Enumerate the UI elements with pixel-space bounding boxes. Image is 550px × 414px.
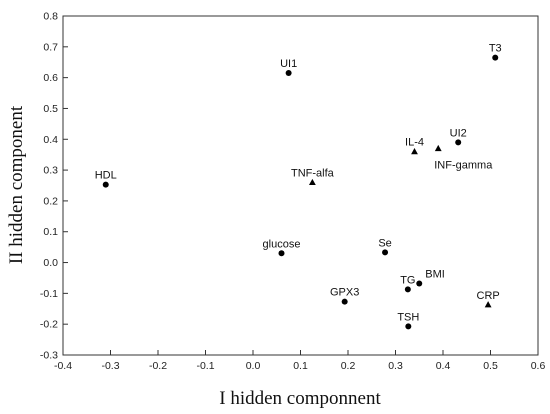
y-tick-label: 0.0 [43,257,58,269]
x-tick-label: 0.3 [388,360,403,372]
point-marker-tsh [405,323,412,330]
point-marker-ui1 [285,70,292,77]
point-label-gpx3: GPX3 [330,287,359,299]
point-marker-tnf-alfa [308,178,316,186]
y-tick-label: -0.3 [40,350,58,362]
x-tick-label: 0.5 [483,360,498,372]
y-tick-label: 0.4 [43,134,58,146]
x-axis-label: I hidden componnent [219,388,381,409]
point-label-il-4: IL-4 [405,137,424,149]
y-axis-ticks: -0.3 -0.2 -0.1 0.0 0.1 0.2 0.3 0.4 0.5 0.6 0.7 0.8 [40,11,68,362]
point-marker-ui2 [455,139,462,146]
point-marker-tg [404,286,411,293]
x-tick-label: 0.1 [293,360,308,372]
x-axis-ticks: -0.4 -0.3 -0.2 -0.1 0.0 0.1 0.2 0.3 0.4 0.5 0.6 [54,350,545,372]
point-label-t3: T3 [489,43,502,55]
x-tick-label: 0.6 [531,360,546,372]
y-tick-label: 0.2 [43,195,58,207]
point-label-bmi: BMI [425,269,445,281]
point-marker-se [382,249,389,256]
x-tick-label: 0.2 [341,360,356,372]
point-marker-il-4 [411,148,418,155]
point-label-hdl: HDL [95,170,117,182]
point-marker-gpx3 [341,298,348,305]
point-label-tg: TG [400,274,415,286]
point-marker-bmi [416,280,423,287]
y-tick-label: 0.8 [43,11,58,23]
point-label-tnf-alfa: TNF-alfa [291,167,335,179]
x-tick-label: -0.1 [196,360,214,372]
plot-frame [62,15,539,356]
point-label-crp: CRP [477,290,500,302]
y-tick-label: 0.1 [43,226,58,238]
point-label-ui1: UI1 [280,58,297,70]
y-axis-label: II hidden component [6,105,27,264]
y-tick-label: 0.7 [43,41,58,53]
point-marker-glucose [278,250,285,257]
point-marker-crp [484,301,492,308]
point-label-se: Se [378,237,391,249]
x-tick-label: -0.3 [101,360,119,372]
data-points: T3 UI1 UI2 IL-4 INF-gamma HDL TNF-alfa glucose S… [95,43,502,330]
y-tick-label: 0.6 [43,72,58,84]
y-tick-label: -0.2 [40,319,58,331]
y-tick-label: -0.1 [40,288,58,300]
y-tick-label: 0.5 [43,103,58,115]
x-tick-label: 0.0 [246,360,261,372]
point-label-inf-gamma: INF-gamma [434,160,493,172]
point-label-glucose: glucose [263,238,301,250]
x-tick-label: -0.2 [149,360,167,372]
x-tick-label: 0.4 [436,360,451,372]
x-tick-label: -0.4 [54,360,72,372]
point-marker-inf-gamma [434,144,442,152]
point-label-tsh: TSH [397,311,419,323]
point-marker-t3 [492,54,499,61]
y-tick-label: 0.3 [43,165,58,177]
point-label-ui2: UI2 [450,127,467,139]
point-marker-hdl [102,181,109,188]
